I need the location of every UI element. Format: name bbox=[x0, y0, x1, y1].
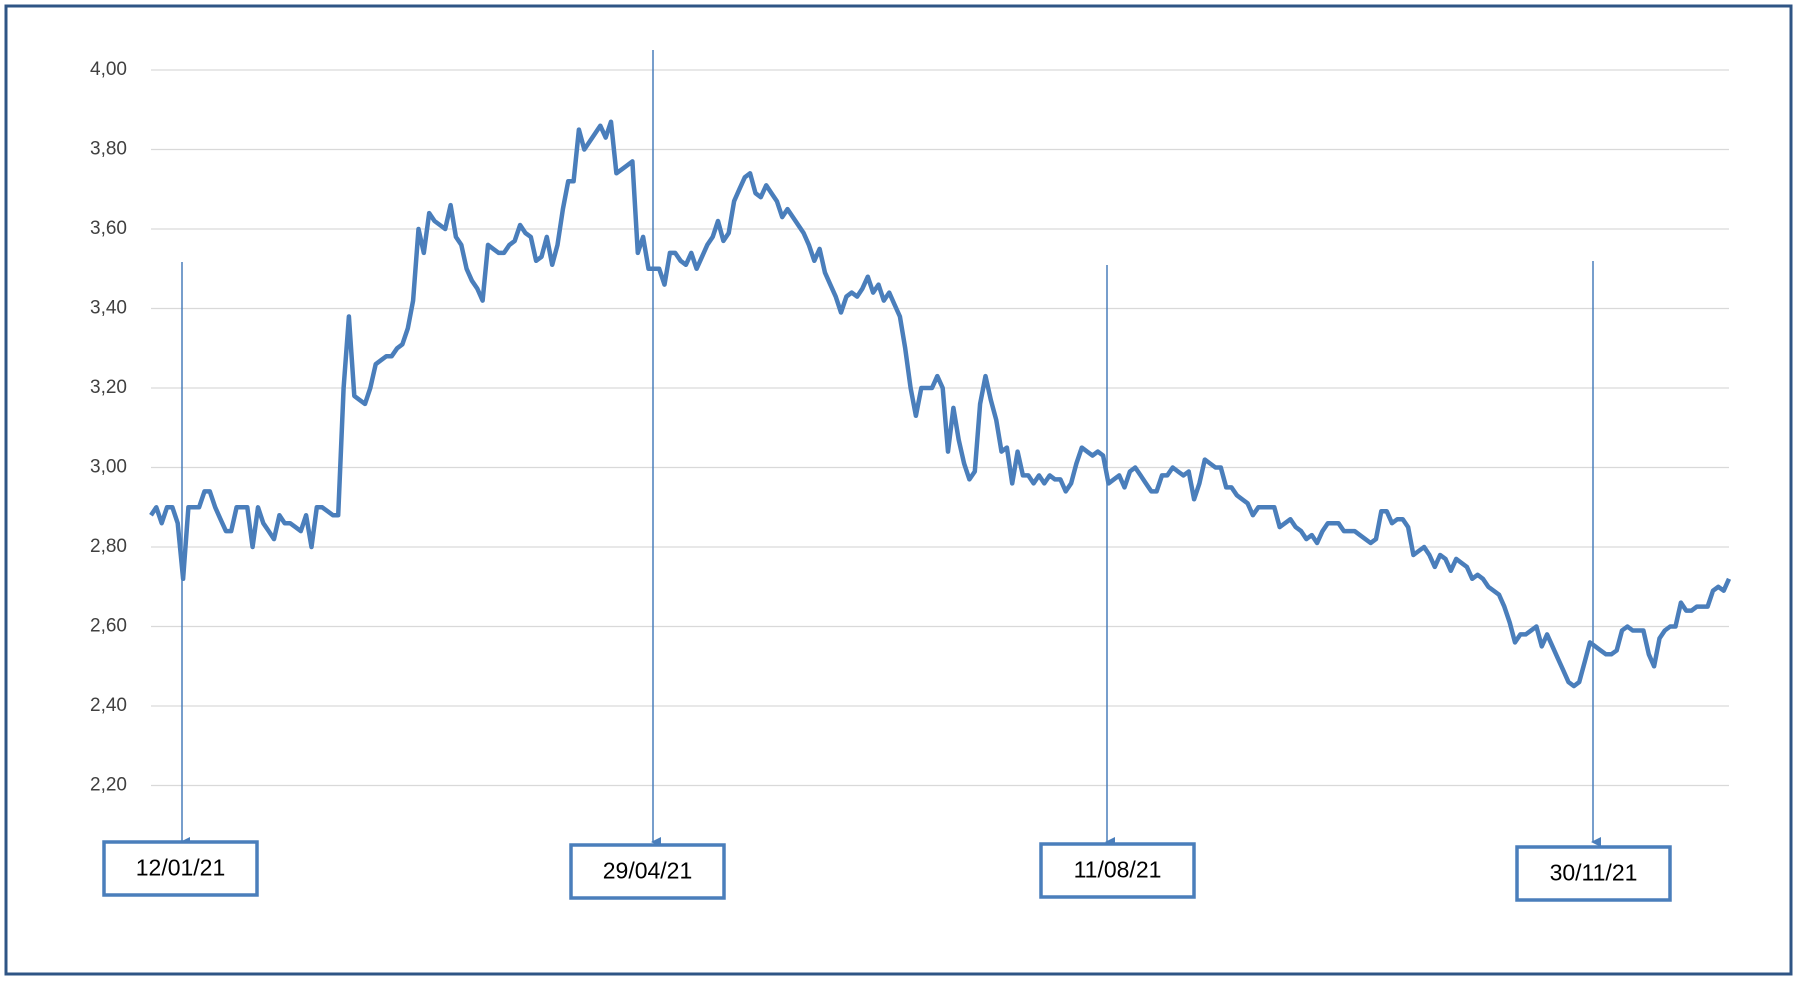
y-tick-label: 3,00 bbox=[90, 457, 127, 478]
y-tick-label: 2,80 bbox=[90, 536, 127, 557]
y-tick-label: 3,60 bbox=[90, 218, 127, 239]
annotation-label: 30/11/21 bbox=[1550, 860, 1638, 886]
y-tick-label: 3,40 bbox=[90, 298, 127, 319]
y-tick-label: 2,40 bbox=[90, 695, 127, 716]
annotation-box bbox=[1515, 845, 1672, 902]
annotation-box bbox=[569, 843, 726, 900]
price-line bbox=[149, 119, 1732, 689]
y-tick-label: 2,20 bbox=[90, 775, 127, 796]
y-tick-label: 2,60 bbox=[90, 616, 127, 637]
frame bbox=[4, 4, 1793, 976]
annotation-box bbox=[1039, 842, 1196, 899]
annotation-label: 29/04/21 bbox=[603, 858, 693, 884]
annotation-label: 11/08/21 bbox=[1074, 857, 1162, 883]
annotation-label: 12/01/21 bbox=[136, 855, 226, 881]
y-tick-label: 4,00 bbox=[90, 59, 127, 80]
y-tick-label: 3,20 bbox=[90, 377, 127, 398]
y-tick-label: 3,80 bbox=[90, 139, 127, 160]
annotation-box bbox=[102, 840, 259, 897]
